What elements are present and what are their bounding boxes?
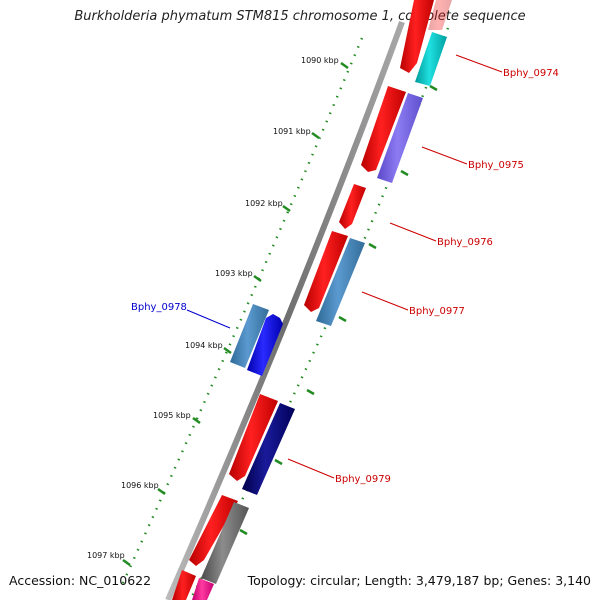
- gene-label-bphy-0978[interactable]: Bphy_0978: [131, 302, 187, 313]
- gene-label-bphy-0977[interactable]: Bphy_0977: [409, 306, 465, 317]
- kbp-label: 1091 kbp: [273, 127, 311, 136]
- gene-label-bphy-0979[interactable]: Bphy_0979: [335, 474, 391, 485]
- accession-text: Accession: NC_010622: [9, 573, 151, 588]
- kbp-labels: 1090 kbp 1091 kbp 1092 kbp 1093 kbp 1094…: [87, 56, 339, 560]
- reverse-strand-features: [230, 304, 283, 376]
- gene-label-bphy-0974[interactable]: Bphy_0974: [503, 68, 559, 79]
- chromosome-backbone: [168, 22, 402, 600]
- topology-text: Topology: circular; Length: 3,479,187 bp…: [248, 573, 591, 588]
- kbp-label: 1094 kbp: [185, 341, 223, 350]
- kbp-label: 1095 kbp: [153, 411, 191, 420]
- kbp-label: 1092 kbp: [245, 199, 283, 208]
- gene-feature: [339, 184, 366, 229]
- kbp-label: 1097 kbp: [87, 551, 125, 560]
- kbp-label: 1093 kbp: [215, 269, 253, 278]
- kbp-label: 1096 kbp: [121, 481, 159, 490]
- gene-label-bphy-0976[interactable]: Bphy_0976: [437, 237, 493, 248]
- gene-label-bphy-0975[interactable]: Bphy_0975: [468, 160, 524, 171]
- kbp-label: 1090 kbp: [301, 56, 339, 65]
- forward-strand-features: [172, 0, 434, 600]
